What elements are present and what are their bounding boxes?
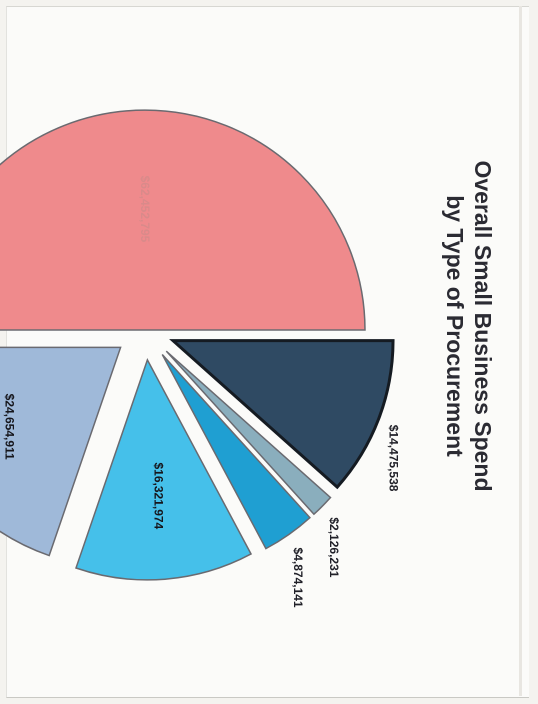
pie-slice-overall	[0, 109, 366, 331]
pie-slice-goods-and-services	[0, 346, 122, 557]
chart-title-line-1: Overall Small Business Spend	[470, 160, 496, 491]
chart-title-line-2: by Type of Procurement	[442, 195, 468, 457]
page-edge	[519, 6, 522, 696]
slice-value-label-mega-projects: $2,126,231	[327, 517, 341, 577]
pie-slice-mega-projects	[165, 350, 332, 516]
slice-value-label-goods-and-services: $24,654,911	[3, 394, 17, 460]
slice-value-label-consulting: $16,321,974	[151, 463, 165, 530]
slice-value-label-small-works: $4,874,141	[291, 548, 305, 608]
slice-value-label-overall: $62,452,795	[138, 176, 152, 243]
pie-slice-consulting	[75, 358, 253, 581]
slice-value-label-major-construction: $14,475,538	[387, 425, 401, 492]
pie-slice-major-construction	[169, 339, 395, 490]
pie-slice-small-works	[161, 354, 311, 550]
